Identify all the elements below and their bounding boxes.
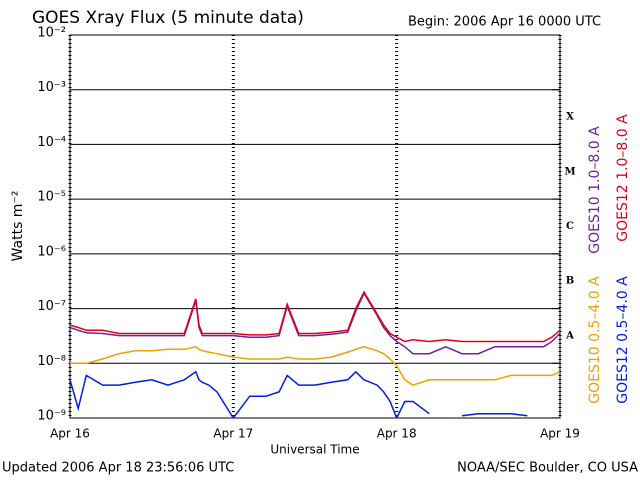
y-tick-label: 10⁻⁷ bbox=[37, 299, 66, 314]
series-line bbox=[70, 290, 560, 343]
x-tick-label: Apr 18 bbox=[377, 427, 417, 441]
y-tick-label: 10⁻⁹ bbox=[37, 409, 66, 424]
y-axis-label: Watts m⁻² bbox=[10, 191, 26, 262]
class-label: B bbox=[566, 276, 574, 287]
x-tick-label: Apr 19 bbox=[540, 427, 580, 441]
class-label: C bbox=[566, 221, 574, 232]
footer-left: Updated 2006 Apr 18 23:56:06 UTC bbox=[2, 461, 234, 476]
class-label: X bbox=[566, 112, 574, 123]
series-line bbox=[70, 291, 560, 355]
y-tick-label: 10⁻⁶ bbox=[37, 244, 66, 259]
series-line bbox=[70, 370, 560, 418]
plot-frame bbox=[69, 34, 561, 419]
y-tick-label: 10⁻³ bbox=[37, 80, 66, 95]
class-label: M bbox=[564, 166, 575, 177]
x-tick-label: Apr 16 bbox=[50, 427, 90, 441]
chart-title: GOES Xray Flux (5 minute data) bbox=[32, 8, 304, 28]
y-tick-label: 10⁻⁸ bbox=[37, 354, 66, 369]
series-line bbox=[70, 345, 560, 386]
legend-label: GOES10 1.0–8.0 A bbox=[587, 126, 603, 254]
x-axis-label: Universal Time bbox=[270, 443, 359, 457]
legend-label: GOES12 0.5–4.0 A bbox=[615, 276, 631, 404]
footer-right: NOAA/SEC Boulder, CO USA bbox=[457, 461, 638, 476]
legend-label: GOES10 0.5–4.0 A bbox=[587, 276, 603, 404]
y-tick-label: 10⁻² bbox=[37, 26, 66, 41]
y-tick-label: 10⁻⁵ bbox=[37, 190, 66, 205]
x-tick-label: Apr 17 bbox=[213, 427, 253, 441]
chart-subtitle: Begin: 2006 Apr 16 0000 UTC bbox=[408, 15, 601, 30]
class-label: A bbox=[565, 330, 574, 341]
y-tick-label: 10⁻⁴ bbox=[37, 135, 66, 150]
legend-label: GOES12 1.0–8.0 A bbox=[615, 114, 631, 242]
